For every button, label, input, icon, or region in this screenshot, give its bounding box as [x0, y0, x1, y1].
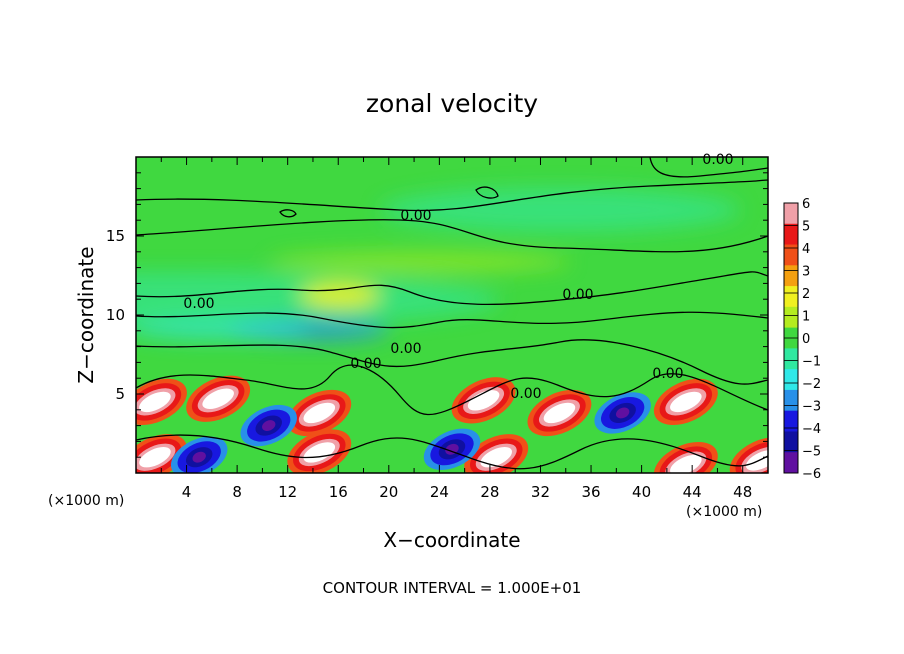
colorbar-swatch	[784, 389, 798, 412]
x-unit-left: (×1000 m)	[48, 493, 124, 509]
x-tick-label: 28	[480, 483, 499, 501]
colorbar-tick-label: −5	[802, 445, 821, 460]
colorbar-swatch	[784, 431, 798, 453]
colorbar-swatch	[784, 452, 798, 474]
y-axis-label: Z−coordinate	[74, 246, 98, 383]
colorbar-swatch	[784, 369, 798, 391]
colorbar-tick-label: 2	[802, 287, 810, 302]
colorbar-swatch	[784, 203, 798, 225]
contour-line	[136, 339, 768, 385]
x-tick-label: 16	[329, 483, 348, 501]
plot-area	[136, 157, 768, 473]
velocity-minimum	[594, 392, 651, 434]
x-tick-label: 48	[733, 483, 752, 501]
velocity-minimum	[240, 404, 297, 447]
colorbar-tick-label: −6	[802, 467, 821, 482]
velocity-maximum	[186, 375, 251, 422]
colorbar-tick-label: 3	[802, 265, 810, 280]
colorbar-tick-label: 6	[802, 197, 810, 212]
contour-line	[136, 434, 768, 470]
contour-label: 0.00	[562, 287, 593, 303]
colorbar-tick-label: −3	[802, 400, 821, 415]
contour-line	[475, 186, 499, 199]
colorbar-swatch	[784, 348, 798, 370]
contour-line	[649, 157, 768, 178]
contour-labels: 0.00 0.00 0.00 0.00 0.00 0.00 0.00 0.00	[183, 152, 733, 402]
velocity-maximum	[287, 389, 352, 437]
x-tick-label: 36	[581, 483, 600, 501]
x-tick-label: 8	[232, 483, 242, 501]
x-tick-label: 4	[182, 483, 192, 501]
contour-interval-note: CONTOUR INTERVAL = 1.000E+01	[323, 579, 582, 597]
velocity-maximum	[464, 434, 529, 473]
contour-line	[136, 364, 768, 416]
contour-label: 0.00	[400, 208, 431, 224]
velocity-maximum	[451, 377, 516, 424]
velocity-maximum	[136, 378, 187, 426]
colorbar-tick-label: 4	[802, 242, 810, 257]
x-tick-label: 32	[531, 483, 550, 501]
contour-line	[136, 219, 768, 253]
colorbar-swatch	[784, 286, 798, 308]
y-axis: 5 10 15	[106, 172, 768, 458]
colorbar-tick-label: 1	[802, 310, 810, 325]
x-axis-label: X−coordinate	[383, 528, 520, 552]
colorbar-swatch	[784, 223, 798, 246]
contour-label: 0.00	[652, 366, 683, 382]
colorbar-tick-label: 5	[802, 220, 810, 235]
velocity-minimum	[170, 436, 228, 473]
contour-label: 0.00	[350, 356, 381, 372]
colorbar-tick-label: −2	[802, 377, 821, 392]
x-tick-label: 12	[278, 483, 297, 501]
y-tick-label: 15	[106, 227, 125, 245]
velocity-maximum	[653, 378, 718, 426]
velocity-maximum	[287, 429, 352, 473]
colorbar-swatch	[784, 265, 798, 287]
colorbar-swatch	[784, 244, 798, 266]
y-tick-label: 10	[106, 306, 125, 324]
contour-label: 0.00	[390, 341, 421, 357]
colorbar-tick-label: 0	[802, 332, 810, 347]
colorbar-tick-label: −4	[802, 422, 821, 437]
x-tick-label: 20	[379, 483, 398, 501]
colorbar: 6 5 4 3 2 1 0 −1 −2 −3 −4 −5 −6	[783, 197, 821, 482]
contour-label: 0.00	[510, 386, 541, 402]
contour-line	[136, 311, 768, 329]
contour-line	[136, 271, 768, 306]
colorbar-swatch	[784, 410, 798, 432]
contour-label: 0.00	[183, 296, 214, 312]
y-tick-label: 5	[115, 385, 125, 403]
x-axis: 4 8 12 16 20 24 28 32 36 40 44 48	[160, 157, 752, 501]
velocity-maximum	[729, 437, 768, 473]
x-tick-label: 24	[430, 483, 449, 501]
colorbar-tick-label: −1	[802, 355, 821, 370]
contour-line	[136, 179, 768, 212]
x-tick-label: 44	[683, 483, 702, 501]
contour-label: 0.00	[702, 152, 733, 168]
velocity-maximum	[527, 389, 592, 437]
contour-line	[279, 209, 297, 218]
chart-title: zonal velocity	[366, 89, 538, 118]
colorbar-swatch	[784, 306, 798, 329]
x-unit-right: (×1000 m)	[686, 504, 762, 520]
x-tick-label: 40	[632, 483, 651, 501]
velocity-maximum	[136, 434, 187, 473]
